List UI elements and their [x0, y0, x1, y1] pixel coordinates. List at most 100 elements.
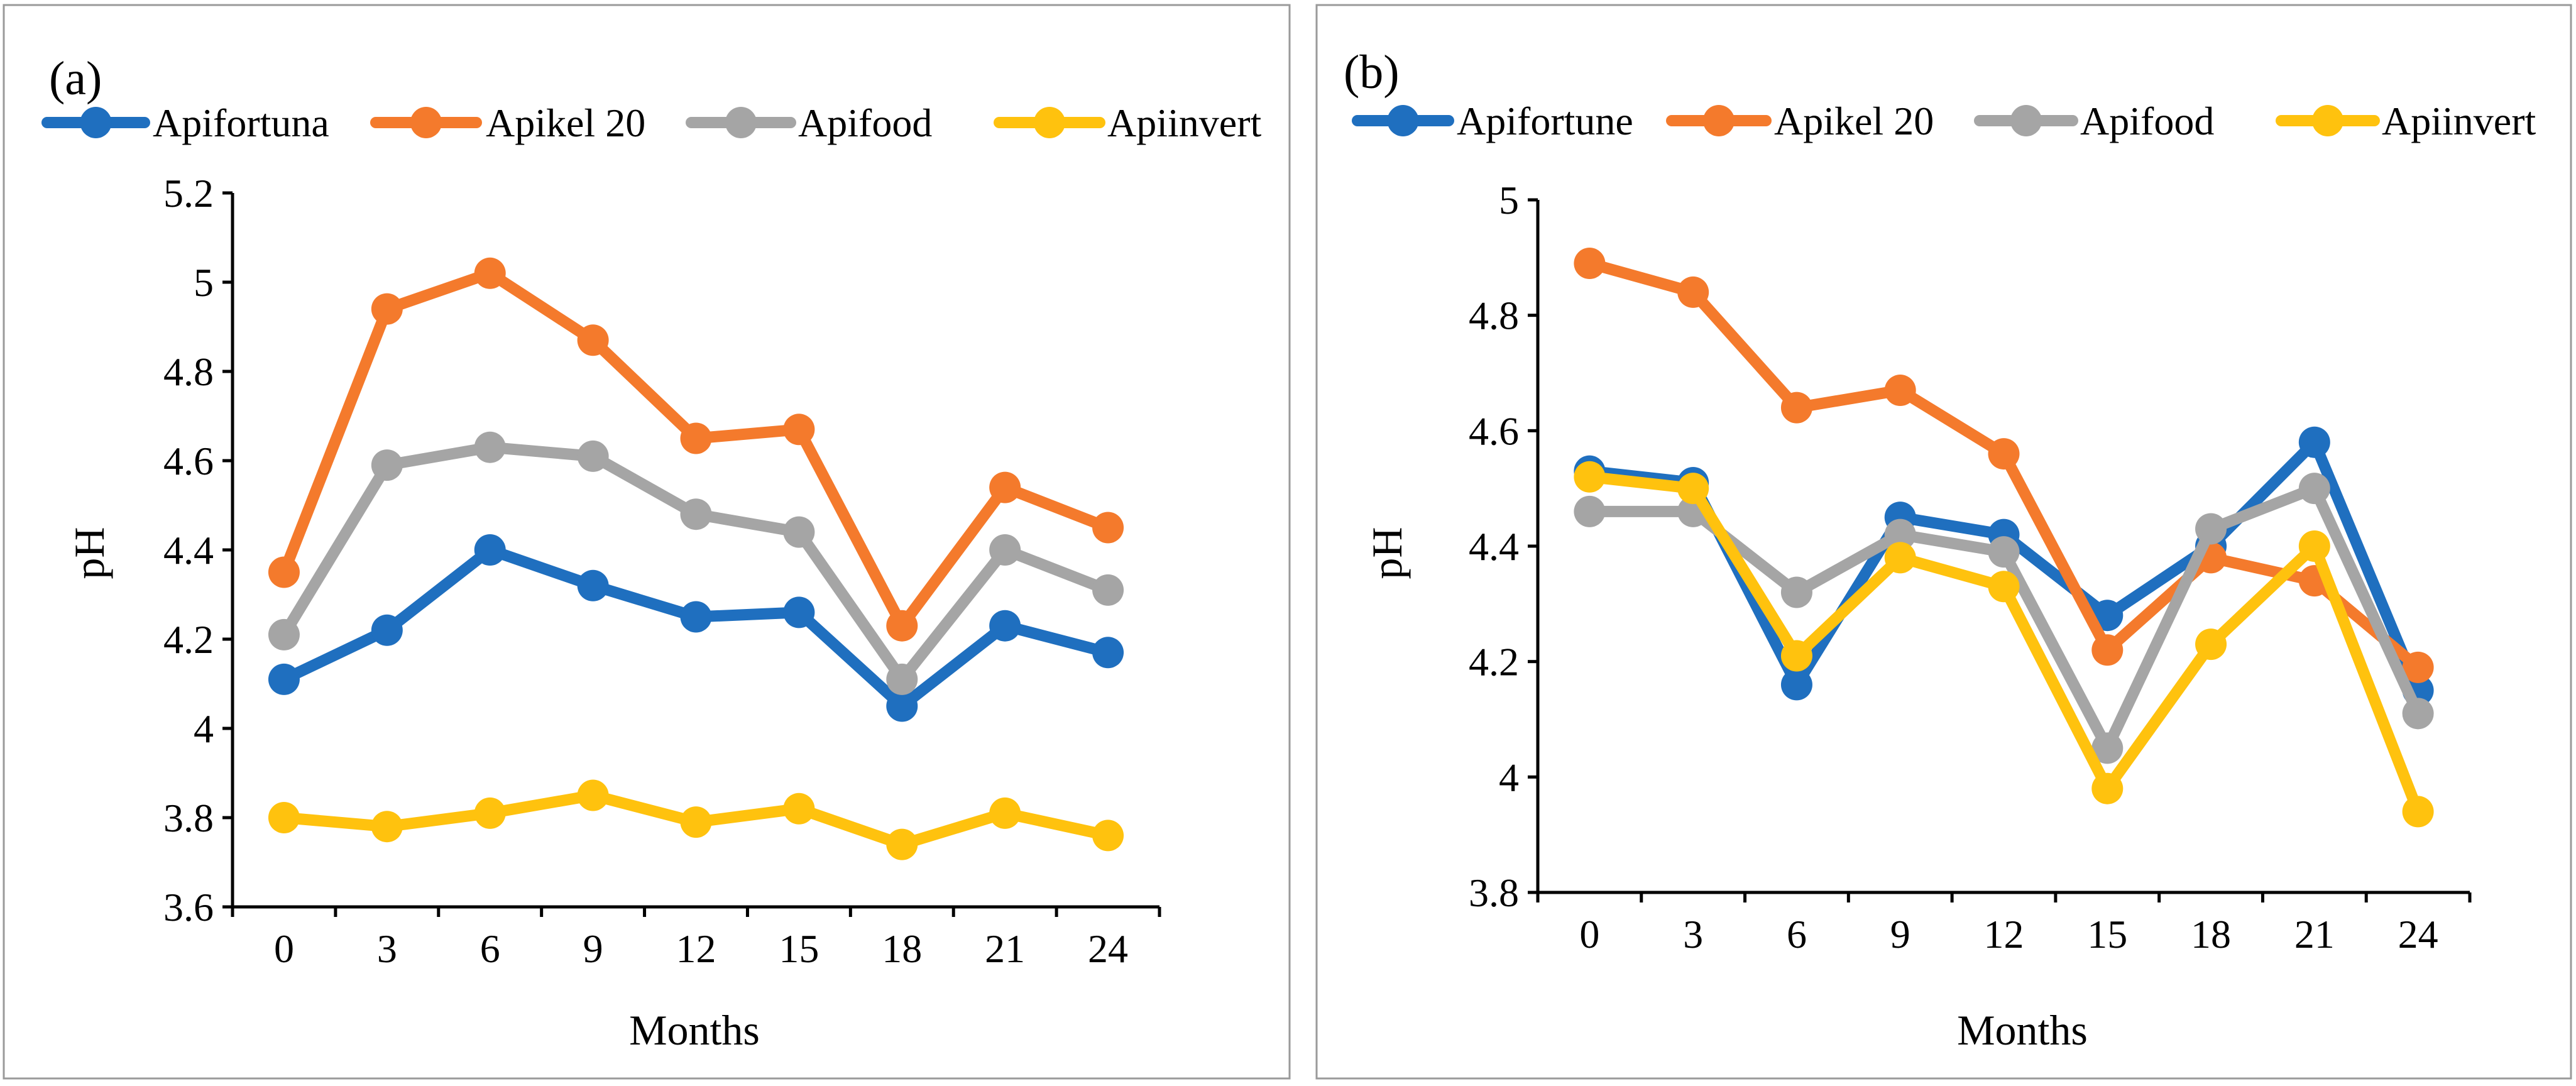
data-point	[1677, 473, 1709, 505]
panel-a-frame	[3, 4, 1291, 1080]
legend-entry: Apikel 20	[370, 101, 645, 145]
data-point	[1780, 640, 1812, 672]
y-tick-label: 3.6	[163, 885, 214, 930]
legend-entry: Apifortune	[1352, 99, 1633, 143]
x-tick-label: 15	[2087, 912, 2127, 957]
data-point	[989, 534, 1021, 566]
data-point	[2298, 426, 2330, 458]
panel-a-axes: 3.6 3.8 4 4.2 4.4 4.6 4.8 5 5.2 0 3 6 9 12 15 18 21 24	[163, 171, 1161, 971]
data-point	[1884, 375, 1916, 407]
data-point	[474, 431, 506, 463]
y-tick-label: 5.2	[163, 171, 214, 216]
x-tick-label: 6	[480, 926, 500, 971]
data-point	[886, 828, 918, 860]
x-tick-label: 0	[274, 926, 294, 971]
data-point	[680, 422, 712, 454]
x-tick-label: 18	[2191, 912, 2231, 957]
x-tick-label: 24	[1088, 926, 1128, 971]
data-point	[371, 293, 403, 325]
data-point	[1092, 637, 1124, 669]
y-tick-label: 4.6	[163, 439, 214, 483]
data-point	[1092, 512, 1124, 544]
chart-panel-a: (a) Apifortuna Apikel 20 Apifood Apiinvert …	[41, 52, 1262, 1054]
panel-b-axes: 3.8 4 4.2 4.4 4.6 4.8 5 0 3 6 9 12 15 18 21 24	[1469, 178, 2472, 957]
series-apifortuna	[268, 534, 1124, 722]
y-tick-label: 4	[1499, 755, 1519, 799]
x-tick-label: 12	[676, 926, 716, 971]
data-point	[680, 498, 712, 530]
legend-marker	[1387, 105, 1419, 136]
data-point	[577, 569, 609, 601]
data-point	[2091, 732, 2124, 764]
data-point	[989, 471, 1021, 503]
chart-panel-b: (b) Apifortune Apikel 20 Apifood Apiinvert …	[1344, 46, 2536, 1054]
data-point	[268, 556, 300, 588]
data-point	[1574, 461, 1606, 493]
data-point	[2195, 628, 2227, 661]
data-point	[474, 534, 506, 566]
legend-label: Apifood	[798, 101, 932, 145]
data-point	[474, 797, 506, 829]
x-tick-label: 0	[1579, 912, 1599, 957]
y-tick-label: 4.2	[1469, 640, 1519, 684]
x-tick-label: 15	[779, 926, 819, 971]
y-tick-label: 5	[1499, 178, 1519, 222]
legend-marker	[1703, 105, 1735, 136]
data-point	[989, 797, 1021, 829]
data-point	[371, 614, 403, 646]
x-tick-label: 9	[583, 926, 603, 971]
data-point	[1884, 518, 1916, 551]
y-tick-label: 4.2	[163, 617, 214, 662]
legend-entry: Apiinvert	[2276, 99, 2536, 143]
legend-label: Apifortuna	[153, 101, 329, 145]
panel-b-series	[1574, 248, 2434, 828]
panel-a-x-axis-title: Months	[629, 1006, 760, 1054]
panel-b-x-axis-title: Months	[1957, 1006, 2088, 1054]
legend-entry: Apifood	[686, 101, 932, 145]
legend-entry: Apifortuna	[41, 101, 329, 145]
y-tick-label: 4.4	[1469, 524, 1519, 569]
x-tick-label: 21	[985, 926, 1025, 971]
data-point	[268, 663, 300, 695]
x-tick-label: 18	[882, 926, 922, 971]
x-tick-label: 3	[377, 926, 397, 971]
panel-b-y-axis-title: pH	[1363, 527, 1411, 579]
y-tick-label: 3.8	[163, 796, 214, 840]
data-point	[1988, 438, 2020, 470]
data-point	[886, 610, 918, 642]
data-point	[783, 596, 815, 628]
data-point	[886, 690, 918, 722]
data-point	[577, 440, 609, 472]
data-point	[680, 601, 712, 633]
y-tick-label: 5	[194, 260, 214, 305]
legend-label: Apiinvert	[2382, 99, 2536, 143]
series-apiinvert	[268, 779, 1124, 860]
panel-a-label: (a)	[49, 52, 102, 105]
data-point	[577, 324, 609, 356]
data-point	[1988, 571, 2020, 603]
data-point	[783, 414, 815, 446]
data-point	[371, 811, 403, 843]
data-point	[680, 806, 712, 838]
data-point	[474, 257, 506, 289]
data-point	[2298, 530, 2330, 562]
data-point	[783, 793, 815, 825]
panel-a-legend: Apifortuna Apikel 20 Apifood Apiinvert	[41, 101, 1262, 145]
data-point	[1780, 669, 1812, 701]
legend-entry: Apikel 20	[1666, 99, 1934, 143]
legend-marker	[2010, 105, 2042, 136]
y-tick-label: 4.6	[1469, 409, 1519, 453]
panel-b-label: (b)	[1344, 46, 1400, 99]
data-point	[371, 449, 403, 481]
legend-label: Apikel 20	[486, 101, 645, 145]
data-point	[1574, 495, 1606, 527]
y-tick-label: 4.8	[1469, 293, 1519, 338]
data-point	[268, 618, 300, 650]
data-point	[1780, 392, 1812, 424]
data-point	[783, 516, 815, 548]
data-point	[886, 663, 918, 695]
x-tick-label: 21	[2294, 912, 2335, 957]
data-point	[2091, 634, 2124, 666]
data-point	[989, 610, 1021, 642]
